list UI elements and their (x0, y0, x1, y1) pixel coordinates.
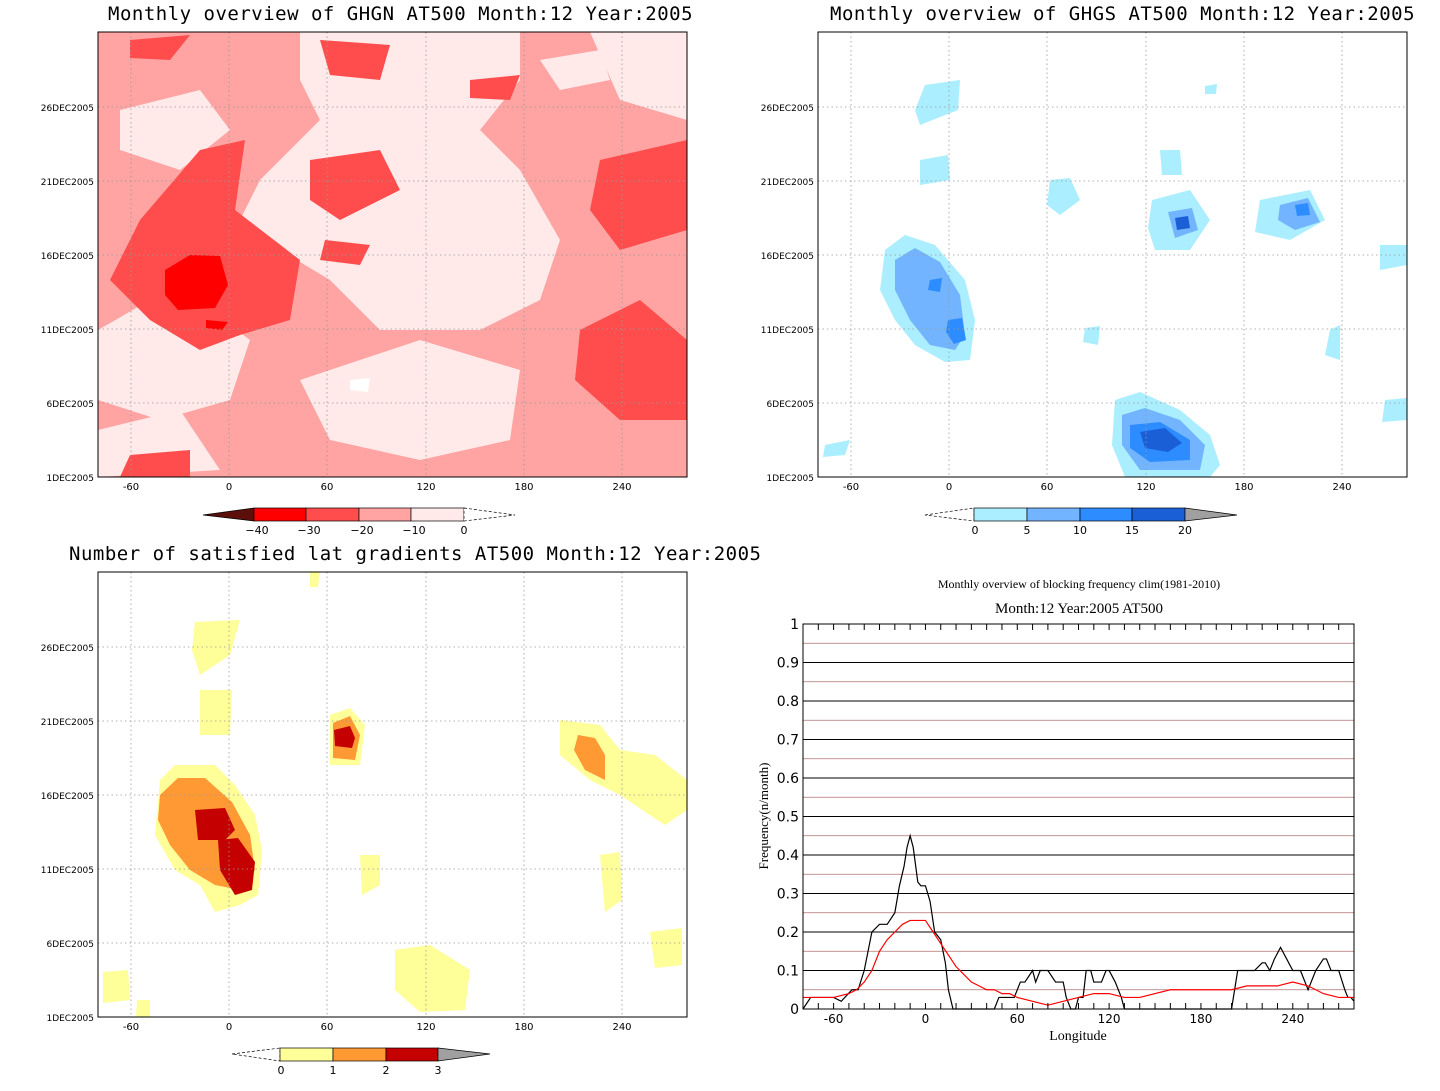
x-tick-label: 120 (416, 482, 435, 493)
colorbar-tick: 3 (435, 1064, 442, 1077)
x-tick-label: 0 (946, 482, 952, 493)
y-tick-label: 21DEC2005 (41, 178, 94, 188)
x-tick-label: 240 (612, 482, 631, 493)
ghgn-panel: Monthly overview of GHGN AT500 Month:12 … (0, 0, 720, 545)
colorbar-tick: 2 (383, 1064, 390, 1077)
freq-y-tick-label: 0.2 (777, 925, 799, 941)
x-tick-label: 120 (1136, 482, 1155, 493)
freq-y-tick-label: 0 (790, 1002, 799, 1018)
freq-y-tick-label: 0.1 (777, 964, 799, 980)
freq-x-tick-label: 180 (1189, 1012, 1212, 1026)
freq-x-tick-label: 120 (1098, 1012, 1121, 1026)
freq-y-tick-label: 0.6 (777, 771, 799, 787)
freq-y-tick-label: 0.4 (777, 848, 799, 864)
colorbar-tick: 0 (972, 524, 979, 537)
ghgs-map: -60 0 60 120 180 240 1DEC2005 6DEC2005 1… (761, 31, 1408, 537)
freq-chart: Monthly overview of blocking frequency c… (756, 577, 1355, 1044)
ghgn-map: -60 0 60 120 180 240 1DEC2005 6DEC2005 1… (41, 31, 688, 537)
ghgn-x-ticks: -60 0 60 120 180 240 (123, 482, 632, 493)
x-tick-label: 240 (612, 1022, 631, 1033)
colorbar-tick: 1 (330, 1064, 337, 1077)
x-tick-label: -60 (843, 482, 859, 493)
ghgs-panel: Monthly overview of GHGS AT500 Month:12 … (720, 0, 1440, 545)
y-tick-label: 6DEC2005 (46, 400, 94, 410)
y-tick-label: 6DEC2005 (46, 940, 94, 950)
colorbar-tick: −20 (350, 524, 373, 537)
freq-x-tick-label: 0 (922, 1012, 930, 1026)
y-tick-label: 16DEC2005 (41, 252, 94, 262)
ghgn-title: Monthly overview of GHGN AT500 Month:12 … (108, 3, 694, 25)
x-tick-label: 60 (1041, 482, 1054, 493)
freq-y-tick-label: 0.9 (777, 656, 799, 672)
colorbar-tick: 15 (1125, 524, 1139, 537)
y-tick-label: 26DEC2005 (41, 104, 94, 114)
freq-y-tick-label: 0.3 (777, 887, 799, 903)
ghgs-colorbar: 0 5 10 15 20 (924, 507, 1238, 537)
colorbar-tick: 10 (1073, 524, 1087, 537)
ghgn-y-ticks: 1DEC2005 6DEC2005 11DEC2005 16DEC2005 21… (41, 104, 94, 484)
freq-xlabel: Longitude (1049, 1029, 1107, 1044)
x-tick-label: 180 (1234, 482, 1253, 493)
y-tick-label: 26DEC2005 (41, 644, 94, 654)
freq-subtitle: Month:12 Year:2005 AT500 (995, 601, 1163, 617)
x-tick-label: 180 (514, 482, 533, 493)
y-tick-label: 11DEC2005 (41, 326, 94, 336)
x-tick-label: 180 (514, 1022, 533, 1033)
ghgn-colorbar: −40 −30 −20 −10 0 (202, 507, 516, 537)
colorbar-tick: 20 (1178, 524, 1192, 537)
y-tick-label: 16DEC2005 (761, 252, 814, 262)
x-tick-label: -60 (123, 1022, 139, 1033)
lat-map: -60 0 60 120 180 240 1DEC2005 6DEC2005 1… (41, 571, 688, 1077)
freq-series-line-red (803, 919, 1354, 1006)
freq-x-tick-label: 240 (1281, 1012, 1304, 1026)
lat-panel: Number of satisfied lat gradients AT500 … (0, 540, 761, 1091)
y-tick-label: 11DEC2005 (761, 326, 814, 336)
freq-y-tick-label: 0.7 (777, 733, 799, 749)
y-tick-label: 6DEC2005 (766, 400, 814, 410)
freq-series (802, 833, 1355, 1010)
freq-x-tick-label: 60 (1010, 1012, 1025, 1026)
freq-series-line-black (802, 833, 1355, 1010)
freq-y-tick-label: 1 (790, 617, 799, 633)
lat-colorbar: 0 1 2 3 (231, 1047, 491, 1077)
y-tick-label: 21DEC2005 (41, 718, 94, 728)
freq-ticks: -60 0 60 120 180 240 0 0.1 0.2 0.3 0.4 0.5 0.6 0.7 0.8… (777, 617, 1355, 1026)
freq-x-tick-label: -60 (824, 1012, 844, 1026)
y-tick-label: 21DEC2005 (761, 178, 814, 188)
colorbar-tick: 0 (461, 524, 468, 537)
x-tick-label: -60 (123, 482, 139, 493)
freq-title: Monthly overview of blocking frequency c… (938, 577, 1220, 591)
x-tick-label: 120 (416, 1022, 435, 1033)
x-tick-label: 60 (321, 482, 334, 493)
x-tick-label: 60 (321, 1022, 334, 1033)
y-tick-label: 11DEC2005 (41, 866, 94, 876)
freq-y-tick-label: 0.5 (777, 810, 799, 826)
y-tick-label: 1DEC2005 (46, 1014, 94, 1024)
ghgs-title: Monthly overview of GHGS AT500 Month:12 … (830, 3, 1416, 25)
lat-title: Number of satisfied lat gradients AT500 … (69, 543, 762, 565)
freq-panel: Monthly overview of blocking frequency c… (720, 545, 1440, 1091)
freq-y-tick-label: 0.8 (777, 694, 799, 710)
y-tick-label: 1DEC2005 (46, 474, 94, 484)
colorbar-tick: −10 (402, 524, 425, 537)
colorbar-tick: 0 (278, 1064, 285, 1077)
freq-ylabel: Frequency(n/month) (756, 763, 771, 870)
colorbar-tick: −40 (245, 524, 268, 537)
y-tick-label: 16DEC2005 (41, 792, 94, 802)
x-tick-label: 240 (1332, 482, 1351, 493)
x-tick-label: 0 (226, 482, 232, 493)
colorbar-tick: −30 (297, 524, 320, 537)
freq-grid (803, 642, 1354, 991)
colorbar-tick: 5 (1024, 524, 1031, 537)
y-tick-label: 1DEC2005 (766, 474, 814, 484)
y-tick-label: 26DEC2005 (761, 104, 814, 114)
x-tick-label: 0 (226, 1022, 232, 1033)
